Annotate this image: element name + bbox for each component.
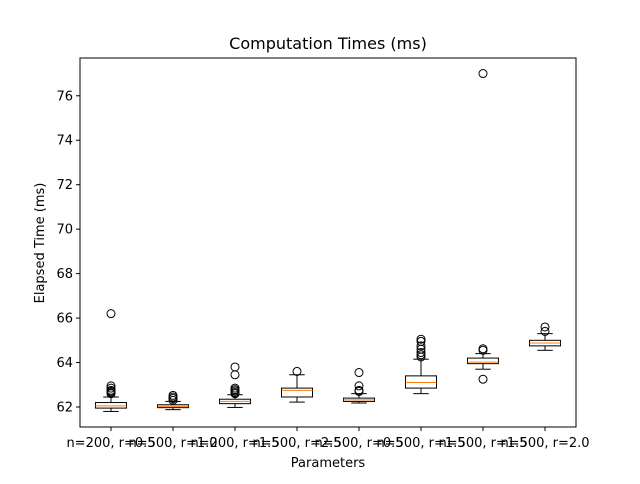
- y-tick-label: 70: [56, 223, 73, 238]
- outlier-point: [168, 390, 178, 400]
- x-tick-label: n=500, r=1.5: [438, 436, 527, 451]
- outlier-point: [230, 362, 240, 372]
- outlier-point: [354, 385, 364, 395]
- outlier-point: [354, 381, 364, 391]
- box-group: [405, 334, 437, 395]
- x-tick-label: n=200, r=0.5: [66, 436, 155, 451]
- outlier-point: [230, 370, 240, 380]
- x-tick-label: n=500, r=0.5: [314, 436, 403, 451]
- box-group: [343, 368, 375, 404]
- outlier-point: [230, 383, 240, 393]
- x-tick-label: n=500, r=2.0: [500, 436, 589, 451]
- outlier-point: [416, 336, 426, 346]
- box-group: [157, 390, 189, 411]
- boxes-layer: [95, 69, 561, 412]
- box: [95, 402, 127, 409]
- outlier-point: [106, 385, 116, 395]
- outlier-point: [106, 381, 116, 391]
- y-tick-label: 64: [56, 356, 73, 371]
- box-group: [95, 309, 127, 412]
- y-tick-label: 74: [56, 134, 73, 149]
- x-axis-ticks: n=200, r=0.5n=500, r=1.0n=200, r=1.5n=50…: [66, 427, 590, 451]
- outlier-point: [354, 368, 364, 378]
- box-group: [219, 362, 251, 408]
- outlier-point: [416, 350, 426, 360]
- outlier-point: [540, 326, 550, 336]
- box: [281, 387, 313, 398]
- outlier-point: [540, 322, 550, 332]
- outlier-point: [416, 348, 426, 358]
- x-axis-label: Parameters: [291, 456, 366, 471]
- y-tick-label: 68: [56, 267, 73, 282]
- outlier-point: [106, 309, 116, 319]
- x-tick-label: n=500, r=2.5: [252, 436, 341, 451]
- outlier-point: [416, 334, 426, 344]
- x-tick-label: n=200, r=1.5: [190, 436, 279, 451]
- box: [405, 375, 437, 389]
- y-tick-label: 66: [56, 312, 73, 327]
- chart-title: Computation Times (ms): [229, 34, 427, 53]
- y-axis-ticks: 62 64 66 68 70 72 74 76: [56, 89, 80, 415]
- box: [467, 357, 499, 365]
- y-tick-label: 62: [56, 400, 73, 415]
- box-group: [467, 69, 499, 384]
- plot-frame: [79, 57, 577, 428]
- box-group: [529, 322, 561, 351]
- y-axis-label: Elapsed Time (ms): [33, 183, 48, 304]
- outlier-point: [478, 344, 488, 354]
- x-tick-label: n=500, r=1.5: [376, 436, 465, 451]
- outlier-point: [292, 366, 302, 376]
- outlier-point: [478, 374, 488, 384]
- outlier-point: [416, 341, 426, 351]
- outlier-point: [106, 383, 116, 393]
- x-tick-label: n=500, r=1.0: [128, 436, 217, 451]
- box-group: [281, 366, 313, 403]
- y-tick-label: 76: [56, 89, 73, 104]
- outlier-point: [478, 69, 488, 79]
- y-tick-label: 72: [56, 178, 73, 193]
